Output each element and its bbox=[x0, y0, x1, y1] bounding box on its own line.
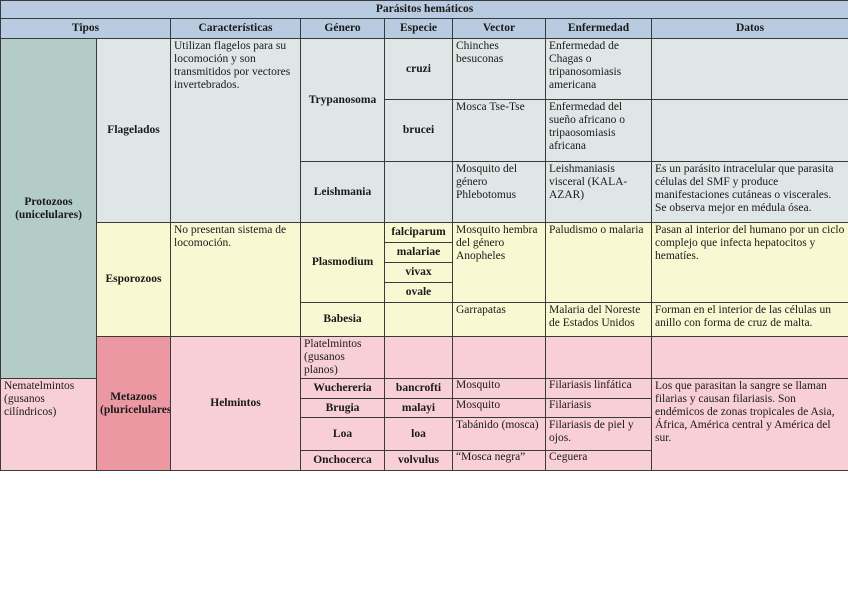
enfermedad-brugia: Filariasis bbox=[545, 398, 652, 418]
vector-platelmintos bbox=[545, 336, 652, 379]
datos-brucei bbox=[650, 99, 848, 162]
header-caracteristicas: Características bbox=[170, 18, 301, 39]
genero-babesia: Babesia bbox=[300, 302, 385, 337]
vector-loa: Tabánido (mosca) bbox=[452, 417, 546, 451]
table-title: Parásitos hemáticos bbox=[0, 0, 848, 19]
header-genero: Género bbox=[300, 18, 385, 39]
especie-cruzi: cruzi bbox=[384, 38, 453, 100]
caracteristicas-esporozoos: No presentan sistema de locomoción. bbox=[170, 222, 301, 337]
especie-volvulus: volvulus bbox=[384, 450, 453, 471]
genero-platelmintos bbox=[384, 336, 453, 379]
header-enfermedad: Enfermedad bbox=[545, 18, 652, 39]
vector-onchocerca: “Mosca negra” bbox=[452, 450, 546, 471]
enfermedad-brucei: Enfermedad del sueño africano o tripaoso… bbox=[545, 99, 652, 162]
especie-bancrofti: bancrofti bbox=[384, 378, 453, 399]
enfermedad-babesia: Malaria del Noreste de Estados Unidos bbox=[545, 302, 652, 337]
subtipo-flagelados: Flagelados bbox=[96, 38, 171, 223]
genero-loa: Loa bbox=[300, 417, 385, 451]
parasitos-hematicos-table: Parásitos hemáticos Tipos Característica… bbox=[0, 0, 848, 471]
vector-brucei: Mosca Tse-Tse bbox=[452, 99, 546, 162]
enfermedad-loa: Filariasis de piel y ojos. bbox=[545, 417, 652, 451]
especie-ovale: ovale bbox=[384, 282, 453, 303]
enfermedad-leishmania: Leishmaniasis visceral (KALA-AZAR) bbox=[545, 161, 652, 223]
enfermedad-wuchereria: Filariasis linfática bbox=[545, 378, 652, 399]
especie-malayi: malayi bbox=[384, 398, 453, 418]
vector-babesia: Garrapatas bbox=[452, 302, 546, 337]
especie-brucei: brucei bbox=[384, 99, 453, 162]
datos-nematelmintos: Los que parasitan la sangre se llaman fi… bbox=[650, 378, 848, 471]
header-especie: Especie bbox=[384, 18, 453, 39]
datos-babesia: Forman en el interior de las células un … bbox=[650, 302, 848, 337]
especie-babesia bbox=[384, 302, 453, 337]
vector-cruzi: Chinches besuconas bbox=[452, 38, 546, 100]
vector-brugia: Mosquito bbox=[452, 398, 546, 418]
especie-falciparum: falciparum bbox=[384, 222, 453, 243]
datos-cruzi bbox=[650, 38, 848, 100]
tipo-metazoos: Metazoos (pluricelulares) bbox=[96, 336, 171, 471]
header-tipos: Tipos bbox=[0, 18, 171, 39]
especie-loa: loa bbox=[384, 417, 453, 451]
genero-leishmania: Leishmania bbox=[300, 161, 385, 223]
tipo-protozoos: Protozoos (unicelulares) bbox=[0, 38, 97, 379]
datos-plasmodium: Pasan al interior del humano por un cicl… bbox=[650, 222, 848, 303]
genero-plasmodium: Plasmodium bbox=[300, 222, 385, 303]
enfermedad-onchocerca: Ceguera bbox=[545, 450, 652, 471]
vector-wuchereria: Mosquito bbox=[452, 378, 546, 399]
enfermedad-plasmodium: Paludismo o malaria bbox=[545, 222, 652, 303]
vector-leishmania: Mosquito del género Phlebotomus bbox=[452, 161, 546, 223]
genero-brugia: Brugia bbox=[300, 398, 385, 418]
caracteristicas-platelmintos: Platelmintos (gusanos planos) bbox=[300, 336, 385, 379]
subtipo-helmintos: Helmintos bbox=[170, 336, 301, 471]
caracteristicas-flagelados: Utilizan flagelos para su locomoción y s… bbox=[170, 38, 301, 223]
genero-trypanosoma: Trypanosoma bbox=[300, 38, 385, 162]
enfermedad-platelmintos bbox=[650, 336, 848, 379]
especie-leishmania bbox=[384, 161, 453, 223]
especie-malariae: malariae bbox=[384, 242, 453, 263]
especie-vivax: vivax bbox=[384, 262, 453, 283]
especie-platelmintos bbox=[452, 336, 546, 379]
enfermedad-cruzi: Enfermedad de Chagas o tripanosomiasis a… bbox=[545, 38, 652, 100]
genero-wuchereria: Wuchereria bbox=[300, 378, 385, 399]
vector-plasmodium: Mosquito hembra del género Anopheles bbox=[452, 222, 546, 303]
caracteristicas-nematelmintos: Nematelmintos (gusanos cilíndricos) bbox=[0, 378, 97, 471]
subtipo-esporozoos: Esporozoos bbox=[96, 222, 171, 337]
datos-leishmania: Es un parásito intracelular que parasita… bbox=[650, 161, 848, 223]
header-datos: Datos bbox=[650, 18, 848, 39]
genero-onchocerca: Onchocerca bbox=[300, 450, 385, 471]
header-vector: Vector bbox=[452, 18, 546, 39]
